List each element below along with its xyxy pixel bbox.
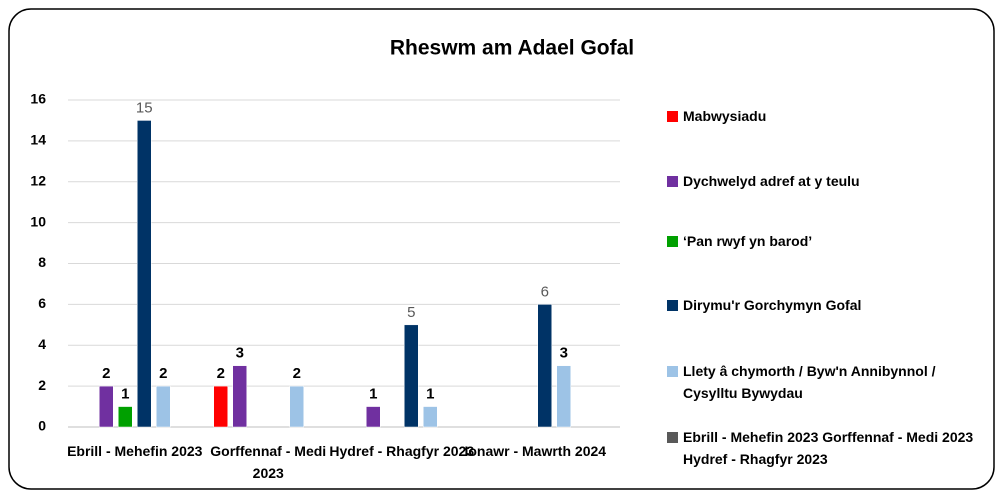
legend-swatch: [667, 432, 678, 443]
chart-title: Rheswm am Adael Gofal: [390, 37, 634, 60]
bar: [289, 385, 304, 428]
y-tick-label: 10: [30, 213, 46, 229]
x-tick-label: Hydref - Rhagfyr 2023: [329, 443, 475, 459]
y-tick-label: 16: [30, 91, 46, 107]
y-tick-label: 0: [38, 418, 46, 434]
legend-label: Dychwelyd adref at y teulu: [683, 173, 860, 189]
y-tick-label: 6: [38, 295, 46, 311]
y-tick-label: 14: [30, 132, 46, 148]
data-label: 1: [121, 386, 129, 403]
legend-swatch: [667, 366, 678, 377]
bar: [213, 385, 228, 428]
x-tick-label: Gorffennaf - Medi 2023: [210, 443, 327, 481]
legend-swatch: [667, 176, 678, 187]
data-label: 2: [217, 365, 225, 382]
bar: [137, 120, 152, 428]
y-tick-label: 2: [38, 377, 46, 393]
data-label: 6: [541, 283, 549, 300]
bar: [99, 385, 114, 428]
legend-label: Llety â chymorth / Byw'n Annibynnol / Cy…: [683, 363, 936, 401]
data-label: 15: [136, 99, 153, 116]
x-tick-label: Ebrill - Mehefin 2023: [67, 443, 203, 459]
bar: [556, 365, 571, 428]
y-tick-label: 8: [38, 254, 46, 270]
data-label: 1: [369, 386, 377, 403]
y-tick-label: 12: [30, 172, 46, 188]
legend-label: ‘Pan rwyf yn barod’: [683, 233, 813, 249]
data-label: 2: [159, 365, 167, 382]
data-label: 2: [293, 365, 301, 382]
legend-swatch: [667, 236, 678, 247]
data-label: 5: [407, 304, 415, 321]
bar: [404, 324, 419, 428]
legend-label: Ebrill - Mehefin 2023 Gorffennaf - Medi …: [683, 429, 974, 467]
x-tick-label: Ionawr - Mawrth 2024: [464, 443, 607, 459]
bar: [366, 406, 381, 428]
data-label: 3: [236, 345, 244, 362]
bar: [537, 304, 552, 428]
data-label: 2: [102, 365, 110, 382]
legend-label: Mabwysiadu: [683, 108, 767, 124]
chart-border: [8, 8, 995, 490]
data-label: 3: [560, 345, 568, 362]
bar: [156, 385, 171, 428]
bar: [232, 365, 247, 428]
data-label: 1: [426, 386, 434, 403]
bar: [423, 406, 438, 428]
legend-label: Dirymu'r Gorchymyn Gofal: [683, 297, 862, 313]
legend-swatch: [667, 111, 678, 122]
legend-swatch: [667, 300, 678, 311]
y-tick-label: 4: [38, 336, 46, 352]
bar: [118, 406, 133, 428]
